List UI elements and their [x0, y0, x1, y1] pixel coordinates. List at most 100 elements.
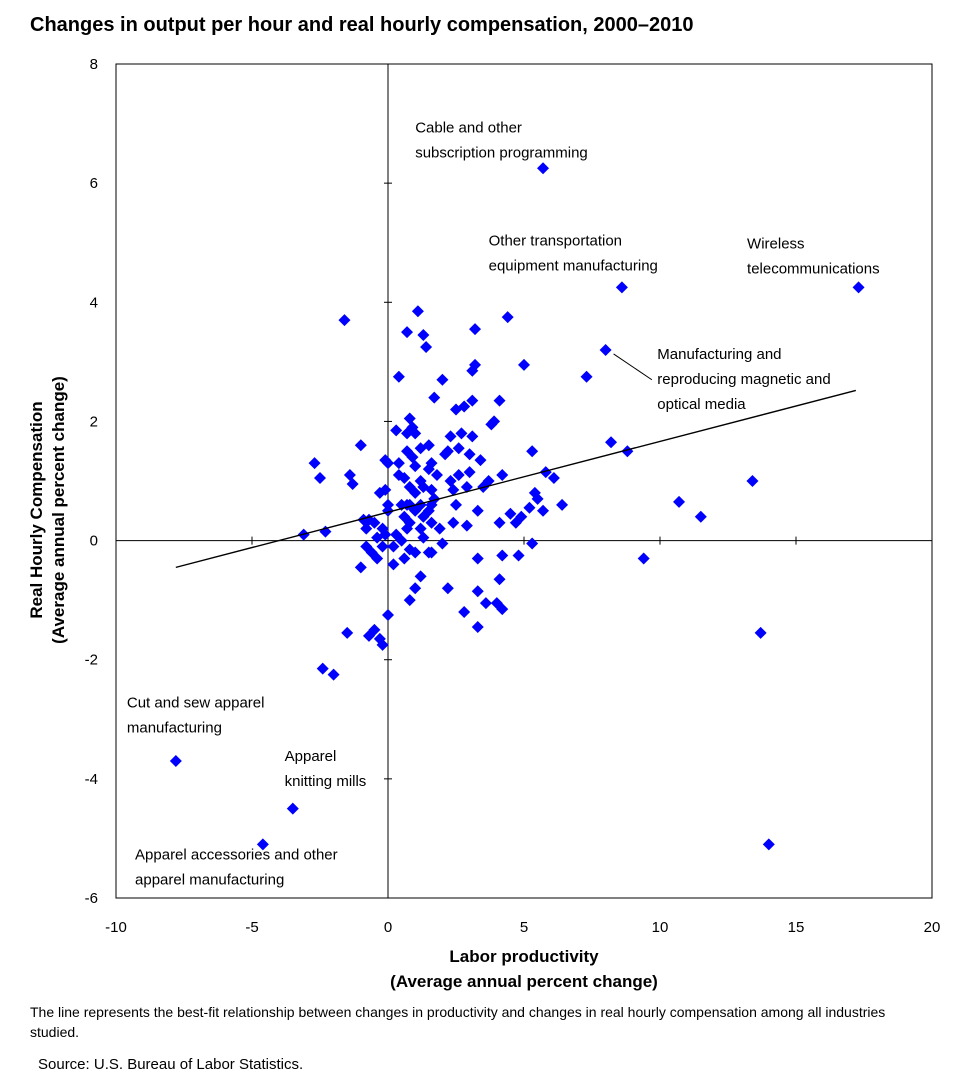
- data-point: [401, 445, 414, 458]
- data-point: [615, 281, 628, 294]
- data-point: [436, 537, 449, 550]
- data-point: [496, 549, 509, 562]
- chart-title: Changes in output per hour and real hour…: [30, 14, 694, 36]
- annotations: Cable and other subscription programming O…: [127, 120, 880, 889]
- x-tick-label: 15: [788, 919, 805, 936]
- data-point: [409, 460, 422, 473]
- data-point: [852, 281, 865, 294]
- data-point: [398, 510, 411, 523]
- data-point: [580, 370, 593, 383]
- data-point: [493, 394, 506, 407]
- data-point: [169, 754, 182, 767]
- data-point: [286, 802, 299, 815]
- data-point: [754, 626, 767, 639]
- y-tick-label: 8: [90, 56, 98, 73]
- annotation-label: Wireless telecommunications: [747, 236, 880, 278]
- y-tick-label: 0: [90, 533, 98, 550]
- data-point: [401, 326, 414, 339]
- data-point: [455, 427, 468, 440]
- annotation-label: Cut and sew apparel manufacturing: [127, 694, 265, 736]
- data-point: [414, 570, 427, 583]
- annotation-label: Other transportation equipment manufactur…: [489, 233, 658, 275]
- annotation-label: Cable and other subscription programming: [415, 120, 588, 162]
- source-note: Source: U.S. Bureau of Labor Statistics.: [38, 1056, 304, 1073]
- y-tick-label: -6: [85, 890, 98, 907]
- data-point: [528, 486, 541, 499]
- data-point: [485, 418, 498, 431]
- data-point: [387, 558, 400, 571]
- x-tick-label: 20: [924, 919, 941, 936]
- annotation-line: Other transportation: [489, 233, 622, 250]
- data-point: [471, 504, 484, 517]
- data-point: [458, 606, 471, 619]
- data-point: [417, 531, 430, 544]
- data-point: [398, 552, 411, 565]
- x-axis-title: Labor productivity (Average annual perce…: [116, 944, 932, 994]
- data-point: [447, 516, 460, 529]
- y-axis-title-line-2: (Average annual percent change): [49, 376, 68, 644]
- data-point: [762, 838, 775, 851]
- data-point: [403, 594, 416, 607]
- data-point: [376, 540, 389, 553]
- data-point: [469, 323, 482, 336]
- data-point: [401, 427, 414, 440]
- data-point: [537, 504, 550, 517]
- data-point: [460, 519, 473, 532]
- annotation-label: Manufacturing and reproducing magnetic an…: [657, 346, 830, 413]
- data-point: [504, 507, 517, 520]
- data-point: [441, 582, 454, 595]
- data-point: [526, 445, 539, 458]
- data-point: [376, 522, 389, 535]
- data-point: [450, 403, 462, 416]
- data-point: [444, 430, 457, 443]
- data-point: [420, 340, 433, 353]
- x-tick-label: 0: [384, 919, 392, 936]
- annotation-leader-line: [613, 353, 653, 381]
- annotation-line: optical media: [657, 396, 746, 413]
- y-tick-label: 4: [90, 294, 98, 311]
- x-axis-title-line-1: Labor productivity: [449, 947, 599, 966]
- data-point: [556, 498, 569, 511]
- axes: [115, 63, 933, 899]
- data-point: [403, 480, 416, 493]
- data-point: [422, 463, 435, 476]
- trend-line-group: [175, 389, 857, 569]
- trend-line: [175, 389, 857, 569]
- data-point: [382, 504, 394, 517]
- data-point: [382, 609, 394, 622]
- data-point: [466, 430, 479, 443]
- data-point: [523, 501, 536, 514]
- data-point: [537, 162, 550, 175]
- data-point: [496, 469, 509, 482]
- data-point: [316, 662, 329, 675]
- annotation-line: Cut and sew apparel: [127, 694, 265, 711]
- annotation-line: telecommunications: [747, 261, 880, 278]
- data-point: [430, 469, 443, 482]
- data-point: [392, 457, 405, 470]
- data-point: [422, 546, 435, 559]
- annotation-line: Wireless: [747, 236, 805, 253]
- plot-frame: [115, 63, 933, 899]
- data-point: [360, 540, 373, 553]
- annotation-line: Apparel accessories and other: [135, 846, 338, 863]
- x-axis-title-line-2: (Average annual percent change): [390, 972, 658, 991]
- y-tick-label: 6: [90, 175, 98, 192]
- annotation-line: Manufacturing and: [657, 346, 781, 363]
- data-point: [414, 442, 427, 455]
- data-point: [409, 582, 422, 595]
- data-point: [637, 552, 650, 565]
- data-point: [490, 597, 503, 610]
- data-point: [474, 454, 487, 467]
- data-point: [436, 373, 449, 386]
- data-point: [621, 445, 634, 458]
- footnote: The line represents the best-fit relatio…: [30, 1004, 886, 1040]
- data-point: [414, 475, 427, 487]
- data-point: [460, 480, 473, 493]
- annotation-line: apparel manufacturing: [135, 871, 284, 888]
- data-point: [314, 472, 326, 485]
- data-point: [471, 552, 484, 565]
- data-point: [360, 522, 373, 535]
- x-tick-label: 5: [520, 919, 528, 936]
